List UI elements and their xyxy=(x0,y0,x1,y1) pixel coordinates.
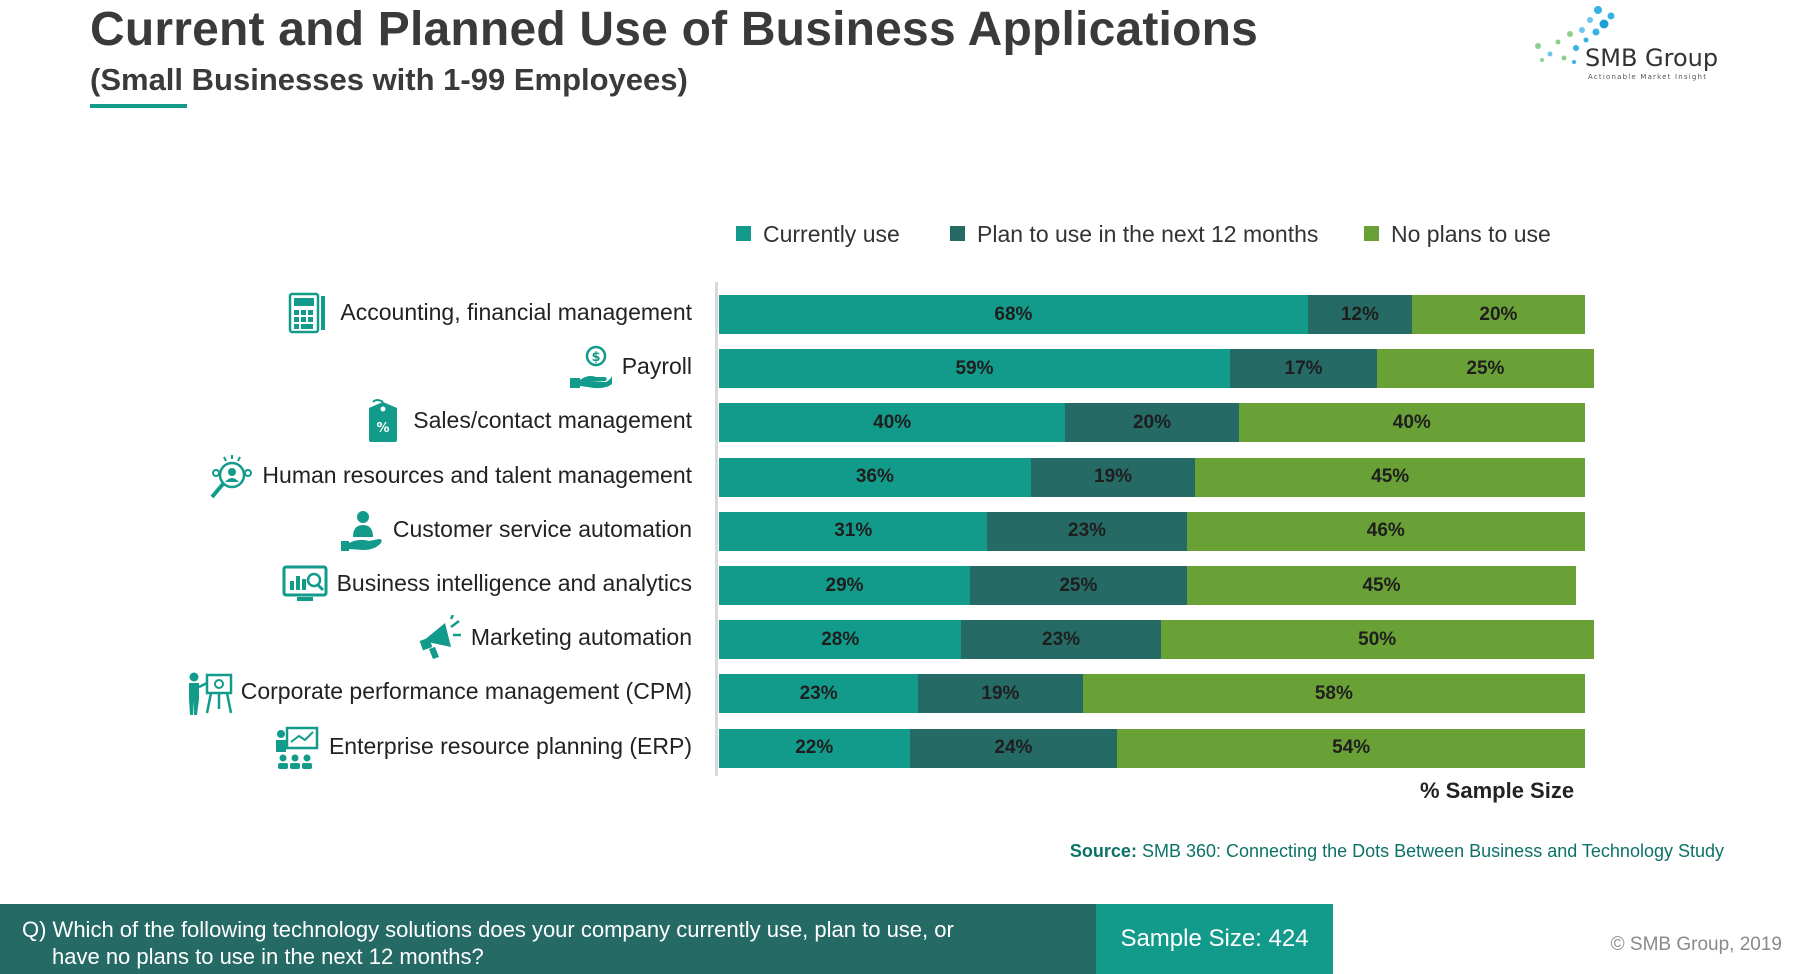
category-label: Business intelligence and analytics xyxy=(336,570,692,596)
bar-segment: 20% xyxy=(1411,295,1585,334)
bar-segment: 25% xyxy=(1377,349,1594,389)
data-label: 31% xyxy=(834,520,873,542)
data-label: 40% xyxy=(1392,411,1431,433)
smb-group-logo-icon xyxy=(1535,6,1615,64)
category-label: Payroll xyxy=(621,353,692,380)
data-label: 20% xyxy=(1479,303,1518,325)
bar-segment: 40% xyxy=(719,403,1066,443)
sample-size-badge: Sample Size: 424 xyxy=(1096,904,1333,974)
bar-segment: 54% xyxy=(1117,728,1585,768)
subtitle-underline xyxy=(90,104,187,108)
legend-label-currently-use: Currently use xyxy=(763,221,900,247)
bar-segment: 36% xyxy=(719,457,1031,497)
category-label: Enterprise resource planning (ERP) xyxy=(328,732,692,759)
data-label: 50% xyxy=(1358,628,1397,650)
data-label: 28% xyxy=(821,628,860,650)
chart-title: Current and Planned Use of Business Appl… xyxy=(90,3,1259,56)
analytics-monitor-icon xyxy=(282,565,328,601)
bar-segment: 31% xyxy=(719,511,988,551)
data-label: 17% xyxy=(1284,357,1323,379)
svg-text:%: % xyxy=(377,421,390,436)
data-label: 45% xyxy=(1362,574,1401,596)
data-label: 23% xyxy=(1068,520,1107,542)
bar-segment: 45% xyxy=(1186,566,1577,605)
bar-segment: 68% xyxy=(719,295,1308,334)
legend-swatch-plan-to-use xyxy=(950,226,965,241)
data-label: 24% xyxy=(994,737,1033,759)
axis-label: % Sample Size xyxy=(1420,778,1575,803)
category-label: Marketing automation xyxy=(470,624,692,651)
data-label: 29% xyxy=(825,574,864,596)
source-note: Source: SMB 360: Connecting the Dots Bet… xyxy=(1070,841,1724,862)
svg-text:$: $ xyxy=(591,350,600,365)
source-label: Source: xyxy=(1069,841,1137,861)
data-label: 68% xyxy=(994,303,1033,325)
chart-subtitle: (Small Businesses with 1-99 Employees) xyxy=(90,62,688,97)
category-label: Accounting, financial management xyxy=(340,299,692,325)
data-label: 20% xyxy=(1132,411,1171,433)
bar-segment: 25% xyxy=(970,566,1187,605)
legend-item-plan-to-use: Plan to use in the next 12 months xyxy=(950,221,1318,248)
data-label: 23% xyxy=(1042,628,1081,650)
price-tag-icon: % xyxy=(369,399,398,443)
legend-label-no-plans: No plans to use xyxy=(1391,221,1551,247)
data-label: 19% xyxy=(981,682,1020,704)
bar-segment: 12% xyxy=(1307,295,1412,334)
bar-segment: 40% xyxy=(1238,403,1585,443)
planning-board-icon xyxy=(275,726,319,769)
data-label: 25% xyxy=(1059,574,1098,596)
talent-search-icon xyxy=(210,454,253,498)
bar-segment: 59% xyxy=(719,349,1230,389)
legend-item-currently-use: Currently use xyxy=(736,221,900,248)
bar-segment: 23% xyxy=(961,620,1161,660)
data-label: 58% xyxy=(1314,682,1353,704)
bar-segment: 24% xyxy=(909,728,1118,768)
bar-segment: 23% xyxy=(719,674,919,714)
chart-axis-line xyxy=(715,282,718,776)
category-label: Sales/contact management xyxy=(413,407,692,434)
question-line-2: have no plans to use in the next 12 mont… xyxy=(52,944,484,969)
category-label: Customer service automation xyxy=(392,515,692,542)
payroll-hand-dollar-icon: $ xyxy=(569,345,612,389)
legend-label-plan-to-use: Plan to use in the next 12 months xyxy=(977,221,1319,247)
survey-question-box: Q) Which of the following technology sol… xyxy=(0,904,1096,974)
data-label: 25% xyxy=(1466,357,1505,379)
bar-segment: 19% xyxy=(1030,457,1196,497)
bar-segment: 45% xyxy=(1195,457,1585,497)
bar-segment: 50% xyxy=(1160,620,1594,660)
data-label: 23% xyxy=(799,682,838,704)
bar-segment: 29% xyxy=(719,566,971,605)
bar-segment: 46% xyxy=(1186,511,1585,551)
bar-segment: 22% xyxy=(719,728,910,768)
bar-segment: 17% xyxy=(1229,349,1378,389)
data-label: 40% xyxy=(873,411,912,433)
question-line-1: Q) Which of the following technology sol… xyxy=(22,917,954,942)
bar-segment: 28% xyxy=(719,620,962,660)
data-label: 46% xyxy=(1366,520,1405,542)
bar-segment: 23% xyxy=(987,511,1187,551)
data-label: 19% xyxy=(1094,466,1133,488)
data-label: 45% xyxy=(1371,466,1410,488)
bar-segment: 19% xyxy=(918,674,1083,714)
logo-tagline: Actionable Market Insight xyxy=(1588,73,1708,81)
category-label: Corporate performance management (CPM) xyxy=(240,678,692,705)
data-label: 54% xyxy=(1332,737,1371,759)
legend-item-no-plans: No plans to use xyxy=(1364,221,1551,248)
bar-segment: 20% xyxy=(1065,403,1239,443)
calculator-icon xyxy=(289,292,326,334)
data-label: 22% xyxy=(795,737,834,759)
data-label: 36% xyxy=(855,466,894,488)
copyright-notice: © SMB Group, 2019 xyxy=(1610,934,1782,955)
presentation-icon xyxy=(188,672,232,716)
source-text: SMB 360: Connecting the Dots Between Bus… xyxy=(1141,841,1724,861)
customer-service-hand-icon xyxy=(340,510,382,551)
legend-swatch-no-plans xyxy=(1364,226,1379,241)
logo-name: SMB Group xyxy=(1585,44,1719,72)
bar-segment: 58% xyxy=(1082,674,1585,714)
data-label: 12% xyxy=(1340,303,1379,325)
data-label: 59% xyxy=(955,357,994,379)
legend-swatch-currently-use xyxy=(736,226,751,241)
category-label: Human resources and talent management xyxy=(262,461,692,488)
megaphone-icon xyxy=(419,615,461,660)
